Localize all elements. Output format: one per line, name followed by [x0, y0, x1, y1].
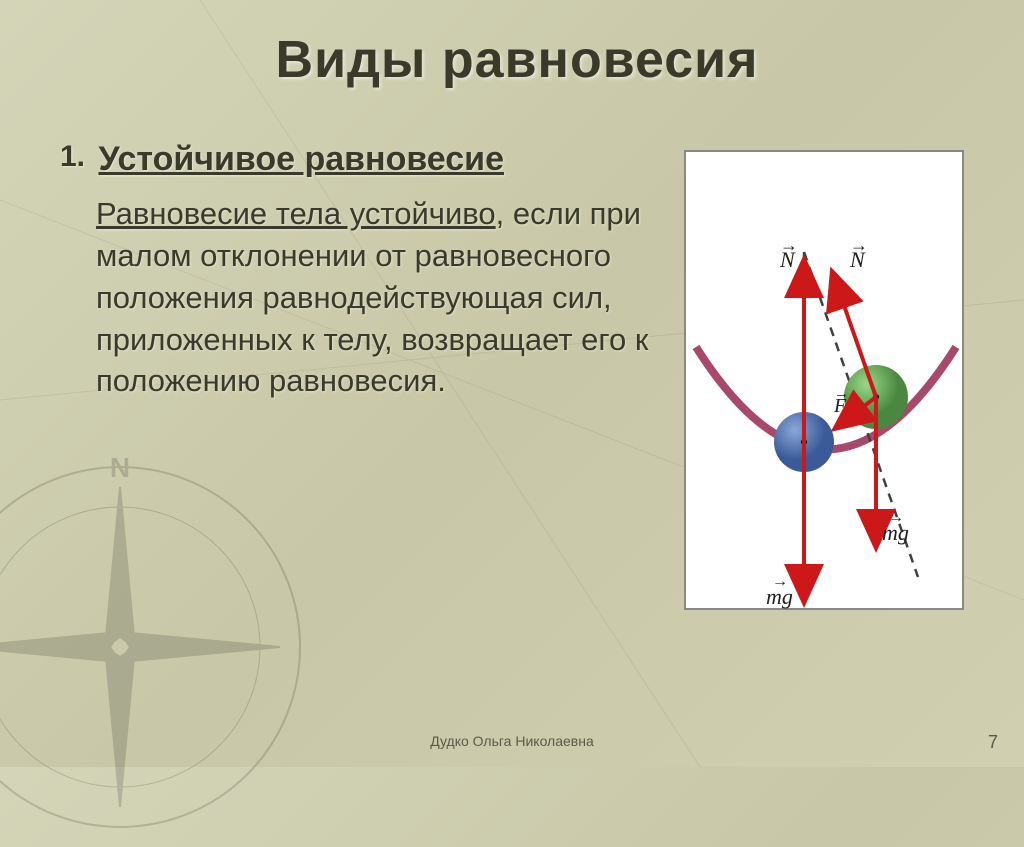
- svg-text:→: →: [850, 235, 868, 255]
- svg-text:→: →: [780, 235, 798, 255]
- subtitle: Устойчивое равновесие: [98, 140, 504, 178]
- svg-text:→: →: [888, 509, 904, 526]
- content-row: 1. Устойчивое равновесие Равновесие тела…: [60, 140, 974, 610]
- page-number: 7: [988, 732, 998, 753]
- slide-container: Виды равновесия 1. Устойчивое равновесие…: [0, 0, 1024, 767]
- diagram-column: N → N → F → mg → mg →: [684, 140, 974, 610]
- svg-text:→: →: [834, 386, 849, 402]
- footer-author: Дудко Ольга Николаевна: [0, 733, 1024, 749]
- text-column: 1. Устойчивое равновесие Равновесие тела…: [60, 140, 664, 610]
- body-underlined: Равновесие тела устойчиво: [96, 196, 496, 231]
- equilibrium-diagram: N → N → F → mg → mg →: [684, 150, 964, 610]
- slide-title: Виды равновесия: [60, 30, 974, 90]
- svg-text:→: →: [772, 573, 788, 590]
- list-item: 1. Устойчивое равновесие: [60, 140, 654, 179]
- list-number: 1.: [60, 140, 94, 174]
- body-paragraph: Равновесие тела устойчиво, если при мало…: [96, 193, 654, 402]
